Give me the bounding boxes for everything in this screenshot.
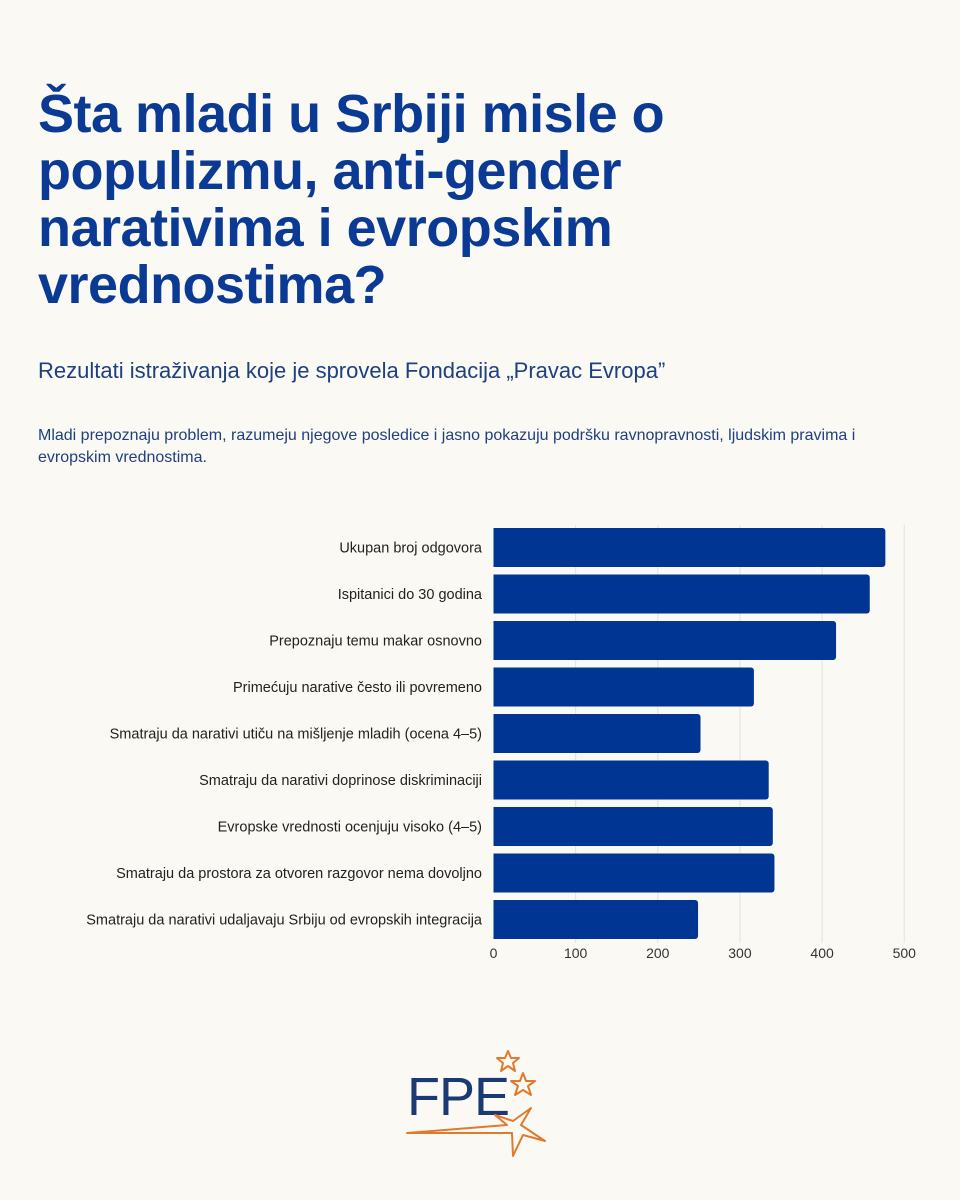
bar (493, 900, 699, 939)
x-tick-label: 500 (893, 945, 917, 961)
bar (493, 667, 754, 707)
x-tick-label: 200 (646, 945, 670, 961)
x-tick-label: 100 (564, 945, 588, 961)
bar-base (493, 621, 500, 660)
page-subtitle: Rezultati istraživanja koje je sprovela … (38, 358, 666, 383)
x-tick-label: 0 (490, 945, 498, 961)
bar (493, 528, 886, 567)
category-label: Smatraju da narativi udaljavaju Srbiju o… (86, 913, 483, 929)
logo-text: FPE (407, 1067, 509, 1127)
category-label: Smatraju da prostora za otvoren razgovor… (116, 866, 482, 882)
bar-base (493, 900, 500, 939)
bar (493, 621, 837, 660)
category-label: Ispitanici do 30 godina (338, 587, 483, 603)
bar-base (493, 760, 500, 800)
shooting-stars-icon (406, 1050, 546, 1157)
bar-base (493, 853, 500, 893)
bar-base (493, 667, 500, 707)
category-label: Smatraju da narativi utiču na mišljenje … (110, 727, 482, 743)
page-description: Mladi prepoznaju problem, razumeju njego… (38, 427, 856, 466)
bar (493, 760, 769, 800)
category-label: Smatraju da narativi doprinose diskrimin… (199, 773, 482, 789)
bar (493, 574, 870, 614)
x-axis-tick-labels: 0 100 200 300 400 500 (490, 945, 917, 961)
bar-base (493, 574, 500, 614)
category-label: Ukupan broj odgovora (339, 541, 483, 557)
bar-base (493, 528, 500, 567)
category-labels: Ukupan broj odgovora Ispitanici do 30 god… (86, 541, 483, 929)
category-label: Evropske vrednosti ocenjuju visoko (4–5) (218, 820, 482, 836)
page-title: Šta mladi u Srbiji misle o populizmu, an… (38, 84, 665, 315)
bar (493, 714, 701, 753)
bar-base (493, 807, 500, 846)
category-label: Prepoznaju temu makar osnovno (269, 634, 482, 650)
fpe-logo: FPE (406, 1050, 546, 1157)
x-tick-label: 400 (810, 945, 834, 961)
bar (493, 853, 775, 893)
bar (493, 807, 773, 846)
bars (493, 528, 886, 939)
category-label: Primećuju narative često ili povremeno (233, 680, 482, 696)
bar-base (493, 714, 500, 753)
bar-chart: Ukupan broj odgovora Ispitanici do 30 god… (86, 525, 917, 961)
x-tick-label: 300 (728, 945, 752, 961)
